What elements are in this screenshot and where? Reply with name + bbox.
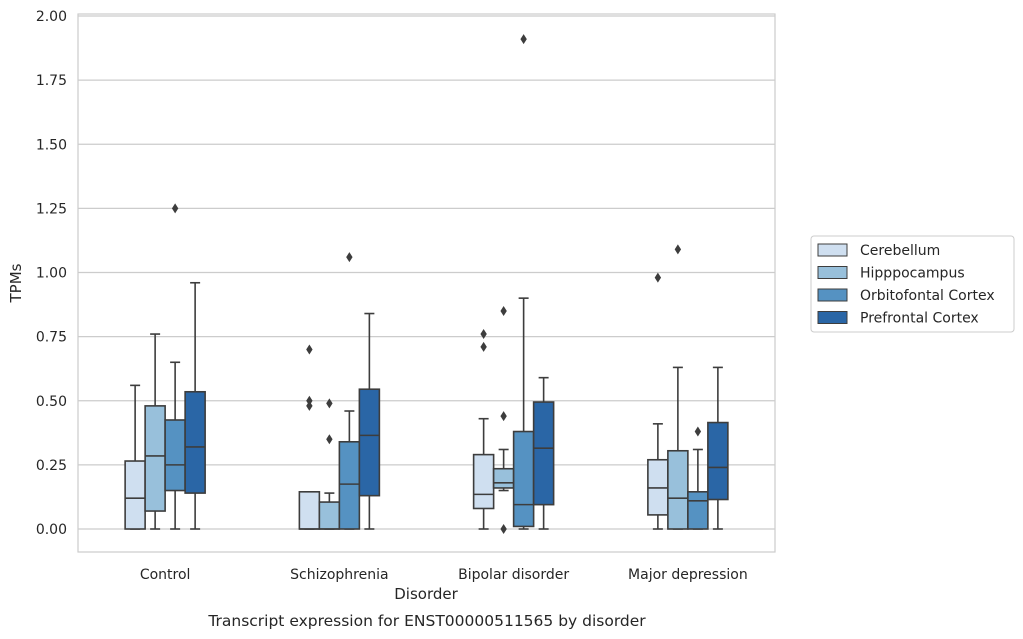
legend-swatch [817,243,848,257]
box-body [707,421,729,501]
box-body [144,405,166,512]
y-tick-label: 2.00 [36,9,67,25]
y-tick-label: 1.75 [36,73,67,89]
y-tick-label: 0.50 [36,394,67,410]
box-body [532,401,555,506]
box-body [338,440,361,530]
x-axis-ticks: Control Schizophrenia Bipolar disorder Majo… [140,567,748,583]
y-tick-label: 1.50 [36,137,67,153]
legend-frame [810,235,1015,333]
box-2-0 [472,329,495,530]
box-body [318,501,341,530]
outlier-point [694,426,702,437]
box-body [298,491,321,530]
box-0-2 [164,203,186,530]
box-body [164,419,186,492]
legend-label: Prefrontal Cortex [860,311,979,327]
outlier-point [654,272,662,283]
box-body [184,390,206,494]
outlier-point [500,411,507,422]
y-axis-ticks: 0.00 0.25 0.50 0.75 1.00 1.25 1.50 1.75 2.00 [36,9,67,538]
outlier-point [306,344,313,355]
box-body [687,491,709,530]
legend-swatch [817,288,848,302]
legend: Cerebellum Hipppocampus Orbitofontal Corte… [810,235,1015,333]
outlier-point [480,341,487,352]
box-body [124,460,146,530]
box-3-2 [687,426,709,530]
legend-label: Cerebellum [860,243,940,259]
outlier-point [674,244,682,255]
legend-label: Orbitofontal Cortex [860,288,995,304]
box-1-3 [358,312,381,530]
y-axis-title: TPMs [7,263,25,303]
x-tick-label: Bipolar disorder [458,567,569,583]
box-body [667,449,689,530]
outlier-point [500,305,507,316]
x-tick-label: Major depression [628,567,748,583]
x-tick-label: Control [140,567,191,583]
box-3-0 [647,272,669,530]
box-body [492,467,515,489]
outlier-point [346,252,353,263]
box-body [472,453,495,510]
boxes [124,34,729,534]
x-tick-label: Schizophrenia [290,567,388,583]
outlier-point [171,203,179,214]
outlier-point [500,524,507,534]
y-tick-label: 0.00 [36,522,67,538]
outlier-point [326,398,333,409]
box-0-0 [124,384,146,530]
y-tick-label: 1.00 [36,266,67,282]
box-3-1 [667,244,689,530]
outlier-point [520,34,527,45]
y-tick-label: 1.25 [36,201,67,217]
y-tick-label: 0.25 [36,458,67,474]
legend-swatch [817,266,848,279]
box-body [512,430,535,528]
box-0-1 [144,333,166,530]
box-2-2 [512,34,535,530]
legend-swatch [817,311,848,324]
box-0-3 [184,281,206,530]
box-3-3 [707,366,729,530]
box-1-2 [338,252,361,530]
legend-label: Hipppocampus [860,266,965,282]
box-2-3 [532,376,555,530]
outlier-point [306,400,313,411]
outlier-point [480,329,487,340]
box-body [358,388,381,497]
outlier-point [306,395,313,406]
outlier-point [326,434,333,445]
chart-caption: Transcript expression for ENST0000051156… [207,612,646,630]
y-tick-label: 0.75 [36,330,67,346]
x-axis-title: Disorder [394,585,458,603]
